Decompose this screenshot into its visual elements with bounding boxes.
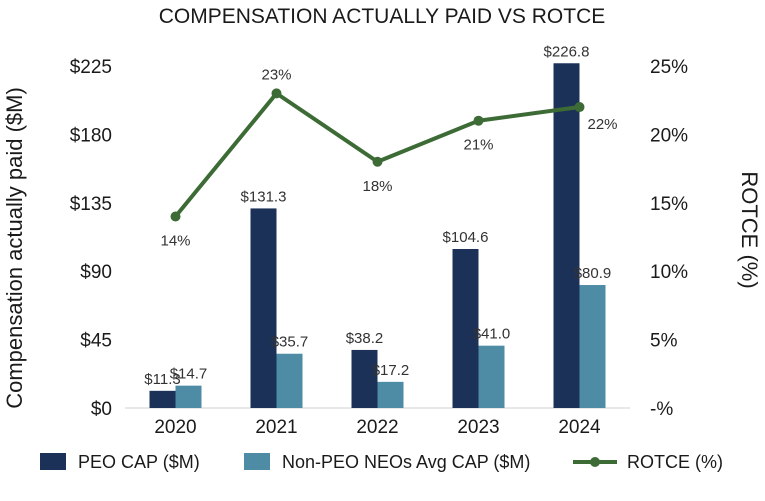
rotce-point [170,211,181,222]
peo-cap-data-label: $38.2 [346,330,384,347]
rotce-point [271,88,282,99]
y-tick-label: $0 [91,399,112,420]
x-tick-label: 2020 [154,417,196,438]
y-tick-label: $225 [70,57,112,78]
y-tick-label: $90 [80,262,112,283]
peo-cap-data-label: $104.6 [443,229,489,246]
peo-cap-bar [351,349,378,408]
y2-axis-label: ROTCE (%) [737,171,762,288]
non-peo-cap-bar [276,353,303,408]
peo-cap-data-label: $11.3 [144,371,180,388]
peo-cap-bar [452,249,479,408]
non-peo-cap-data-label: $14.7 [170,366,208,383]
peo-cap-bar [553,63,580,408]
rotce-data-label: 18% [362,178,392,195]
y2-tick-label: -% [650,399,673,420]
peo-cap-data-label: $131.3 [241,188,287,205]
peo-cap-bar [149,390,176,408]
x-tick-label: 2024 [558,417,601,438]
plot-area: $0 $45 $90 $135 $180 $225 -% 5% 10% 15% 20% 25% $11.… [70,43,688,438]
x-tick-label: 2022 [356,417,398,438]
rotce-data-label: 22% [588,116,618,133]
legend-label-non-peo: Non-PEO NEOs Avg CAP ($M) [282,452,530,472]
peo-cap-data-label: $226.8 [544,43,590,60]
rotce-data-label: 14% [160,232,190,249]
rotce-line [173,91,580,218]
y-tick-label: $180 [70,125,112,146]
rotce-point [372,156,383,167]
x-tick-label: 2023 [457,417,499,438]
y-axis-label: Compensation actually paid ($M) [2,87,27,409]
non-peo-cap-data-label: $35.7 [271,334,309,351]
non-peo-cap-data-label: $41.0 [473,326,511,343]
y-tick-label: $45 [80,331,112,352]
y-tick-label: $135 [70,194,112,215]
rotce-data-label: 21% [463,137,493,154]
legend-swatch-non-peo [244,453,270,470]
rotce-data-label: 23% [261,66,291,83]
non-peo-cap-data-label: $80.9 [574,265,612,282]
y2-tick-label: 20% [650,125,688,146]
non-peo-cap-bar [175,385,202,408]
legend-label-peo: PEO CAP ($M) [78,452,200,472]
x-tick-label: 2021 [255,417,297,438]
rotce-point [574,102,585,113]
non-peo-cap-bar [377,381,404,408]
peo-cap-bar [250,208,277,408]
rotce-point [473,115,484,126]
y2-tick-label: 10% [650,262,688,283]
legend-swatch-peo [40,453,66,470]
y2-tick-label: 5% [650,331,678,352]
legend: PEO CAP ($M) Non-PEO NEOs Avg CAP ($M) ROT… [40,452,723,472]
non-peo-cap-bar [579,285,606,408]
legend-label-rotce: ROTCE (%) [627,452,723,472]
y2-tick-label: 15% [650,194,688,215]
legend-marker-rotce [590,457,600,467]
non-peo-cap-data-label: $17.2 [372,362,410,379]
y2-tick-label: 25% [650,57,688,78]
chart-title: COMPENSATION ACTUALLY PAID VS ROTCE [159,5,606,28]
non-peo-cap-bar [478,345,505,408]
